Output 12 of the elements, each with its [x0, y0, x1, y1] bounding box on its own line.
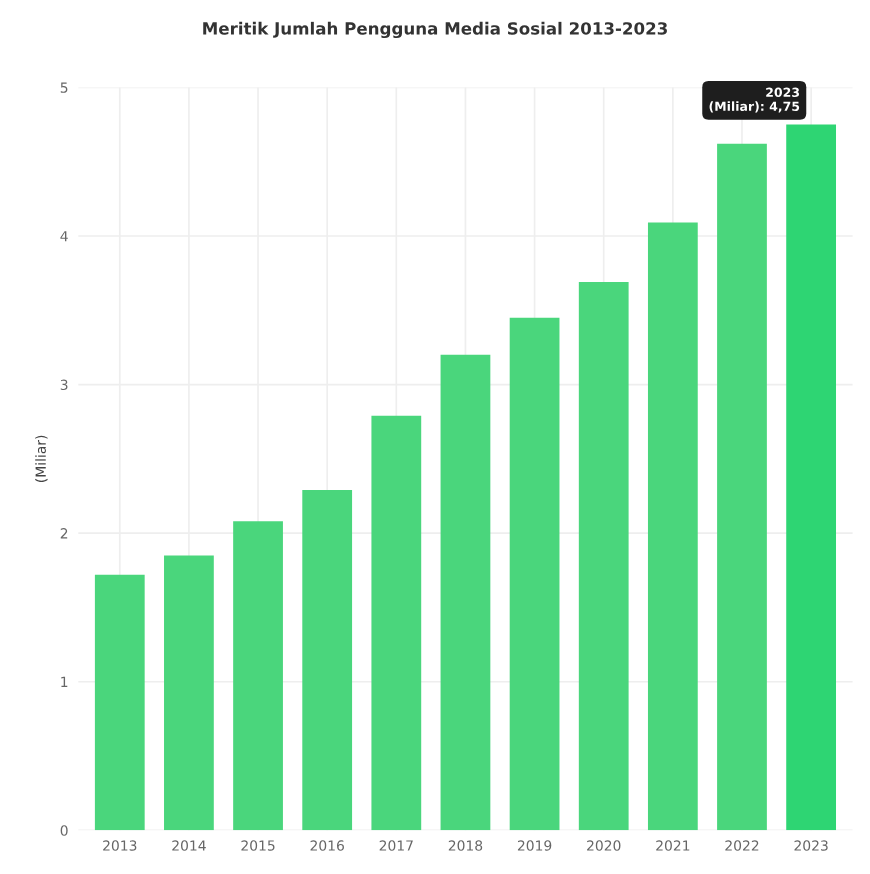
bar — [164, 555, 214, 831]
bar — [786, 124, 837, 831]
bar — [578, 282, 629, 831]
bar — [233, 521, 283, 831]
bar — [440, 354, 491, 831]
chart-title: Meritik Jumlah Pengguna Media Sosial 2013-2023 — [203, 21, 667, 39]
bar — [94, 574, 145, 831]
bar — [647, 222, 698, 831]
bar — [717, 143, 767, 831]
bar — [371, 415, 422, 831]
bar — [302, 490, 353, 831]
bar — [509, 317, 560, 831]
